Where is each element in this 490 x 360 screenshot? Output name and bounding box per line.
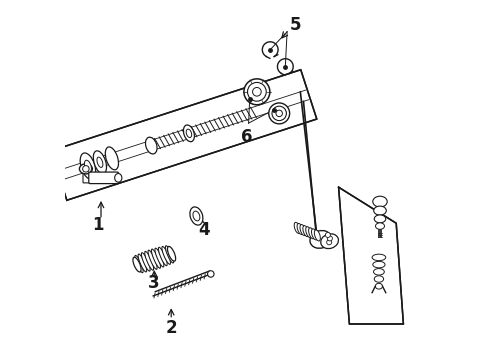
Ellipse shape — [309, 228, 315, 239]
Ellipse shape — [168, 247, 175, 261]
Ellipse shape — [373, 196, 387, 207]
Ellipse shape — [247, 82, 266, 101]
Ellipse shape — [146, 137, 157, 154]
Ellipse shape — [208, 271, 214, 277]
Ellipse shape — [79, 164, 92, 174]
Ellipse shape — [93, 151, 106, 174]
Text: 5: 5 — [290, 16, 301, 34]
FancyBboxPatch shape — [83, 173, 92, 183]
Ellipse shape — [252, 87, 261, 96]
Ellipse shape — [325, 233, 330, 238]
Ellipse shape — [190, 207, 203, 225]
Ellipse shape — [138, 254, 147, 272]
Ellipse shape — [97, 157, 103, 167]
Ellipse shape — [373, 269, 384, 275]
Ellipse shape — [186, 129, 192, 138]
Ellipse shape — [84, 160, 92, 172]
Ellipse shape — [80, 153, 96, 179]
Ellipse shape — [306, 227, 312, 238]
Ellipse shape — [310, 230, 331, 248]
Ellipse shape — [303, 226, 309, 237]
Ellipse shape — [374, 215, 386, 223]
Ellipse shape — [158, 247, 167, 266]
Ellipse shape — [166, 246, 174, 263]
Text: 2: 2 — [166, 319, 177, 337]
Ellipse shape — [297, 224, 303, 234]
Polygon shape — [339, 187, 403, 324]
Ellipse shape — [374, 206, 386, 215]
Ellipse shape — [327, 240, 332, 245]
Ellipse shape — [372, 254, 386, 261]
Ellipse shape — [312, 229, 318, 240]
Ellipse shape — [374, 276, 384, 282]
Ellipse shape — [135, 256, 143, 273]
Ellipse shape — [272, 106, 286, 121]
Ellipse shape — [148, 250, 157, 269]
Ellipse shape — [276, 110, 282, 117]
Ellipse shape — [155, 248, 164, 267]
Text: 3: 3 — [147, 274, 159, 292]
Ellipse shape — [375, 223, 385, 229]
Ellipse shape — [269, 103, 290, 124]
Ellipse shape — [183, 125, 195, 142]
Polygon shape — [51, 70, 317, 200]
Ellipse shape — [294, 222, 300, 233]
Text: 6: 6 — [241, 128, 252, 146]
Text: 4: 4 — [198, 221, 209, 239]
Text: 1: 1 — [93, 216, 104, 234]
Ellipse shape — [193, 211, 200, 221]
Ellipse shape — [315, 230, 320, 241]
Ellipse shape — [300, 225, 306, 235]
Ellipse shape — [105, 147, 119, 170]
Ellipse shape — [321, 234, 339, 249]
Ellipse shape — [327, 236, 332, 241]
Ellipse shape — [151, 249, 161, 268]
Ellipse shape — [162, 247, 171, 264]
Ellipse shape — [142, 253, 150, 271]
FancyBboxPatch shape — [89, 172, 119, 184]
Ellipse shape — [145, 251, 154, 270]
Ellipse shape — [375, 283, 383, 289]
Ellipse shape — [133, 257, 141, 272]
Ellipse shape — [244, 79, 270, 105]
Ellipse shape — [115, 174, 122, 182]
Ellipse shape — [373, 261, 385, 268]
Ellipse shape — [83, 166, 89, 172]
